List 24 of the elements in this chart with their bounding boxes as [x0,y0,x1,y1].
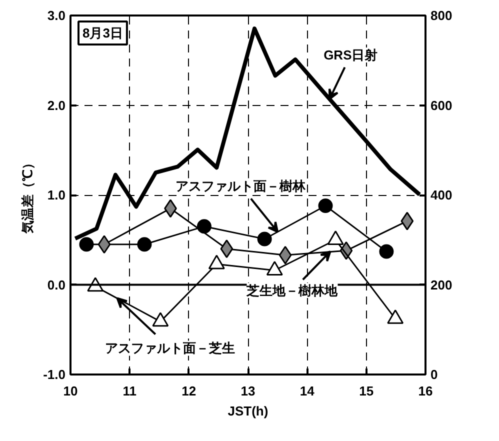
y-tick-label: 0.0 [47,277,66,292]
y-tick-label: 3.0 [47,8,66,23]
y-axis-title: 気温差（℃） [20,156,36,234]
y2-tick-label: 600 [430,98,452,113]
x-tick-label: 11 [122,384,137,398]
y-tick-label: 2.0 [47,98,66,113]
y2-tick-label: 400 [430,188,452,202]
x-axis-title: JST(h) [228,404,268,418]
annotation: アスファルト面－芝生 [105,340,236,356]
y2-tick-label: 800 [430,8,452,23]
x-tick-label: 15 [359,384,374,398]
annotation: アスファルト面－樹林 [176,178,307,194]
annotation: 芝生地－樹林地 [246,283,339,298]
y2-tick-label: 200 [430,277,452,292]
x-tick-label: 14 [300,384,316,398]
x-tick-label: 12 [182,384,196,398]
y-tick-label: 1.0 [47,188,66,202]
annotation: 8月3日 [82,26,123,40]
x-tick-label: 10 [63,384,78,398]
x-tick-label: 16 [418,384,433,398]
y2-tick-label: 0 [430,367,438,382]
annotation: GRS日射 [324,47,378,62]
y-tick-label: -1.0 [43,367,66,382]
x-tick-label: 13 [240,384,256,398]
